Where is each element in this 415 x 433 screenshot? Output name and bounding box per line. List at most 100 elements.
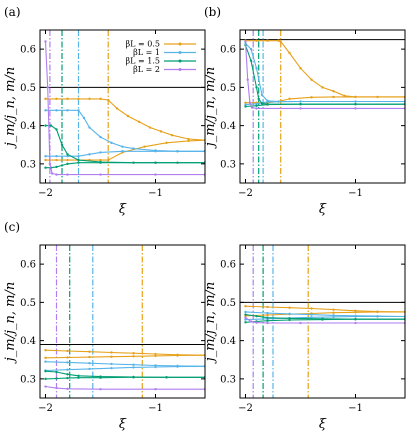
data-point <box>82 116 86 120</box>
data-point <box>246 78 249 81</box>
data-point <box>66 361 69 364</box>
series-line <box>45 125 205 164</box>
data-point <box>354 318 357 321</box>
data-point <box>44 155 47 158</box>
data-point <box>244 318 247 321</box>
panel-label: (b) <box>204 5 221 19</box>
y-tick-label: 0.6 <box>220 45 236 56</box>
y-axis-label: j_m/j_n, m/n <box>3 282 18 365</box>
data-point <box>260 102 264 105</box>
data-point <box>266 313 269 317</box>
series-line <box>245 318 405 323</box>
panel-d: 0.3 0.4 0.5 0.6 −2 −1 ξ j_m/j_n, m/n <box>203 244 406 432</box>
data-point <box>110 366 113 370</box>
series-line <box>45 139 205 161</box>
data-point <box>310 78 313 81</box>
data-point <box>332 311 335 314</box>
data-point <box>244 310 247 314</box>
data-point <box>126 114 130 118</box>
data-point <box>244 313 247 316</box>
series-line <box>45 162 205 169</box>
series-line <box>245 40 405 98</box>
series-line <box>45 361 205 367</box>
legend-label: βL = 2 <box>133 65 160 74</box>
data-point <box>46 86 49 89</box>
data-point <box>55 109 58 112</box>
data-point <box>244 40 247 43</box>
data-point <box>88 361 91 365</box>
data-point <box>66 376 69 380</box>
x-tick-label: −2 <box>238 403 253 414</box>
data-point <box>55 128 58 131</box>
data-point <box>288 97 291 101</box>
data-point <box>288 306 291 309</box>
data-point <box>88 367 91 371</box>
data-point <box>44 356 47 360</box>
data-point <box>44 166 47 169</box>
data-point <box>88 97 91 101</box>
data-point <box>299 107 302 110</box>
legend-label: βL = 1.5 <box>126 57 160 66</box>
data-point <box>107 158 110 162</box>
y-tick-label: 0.4 <box>20 121 36 132</box>
data-point <box>187 139 190 143</box>
data-point <box>376 315 379 318</box>
data-point <box>99 151 102 154</box>
data-point <box>332 95 335 99</box>
data-point <box>354 311 357 314</box>
data-point <box>255 104 258 107</box>
series-group <box>244 305 405 325</box>
series-line <box>245 305 405 313</box>
y-tick-label: 0.4 <box>20 336 36 347</box>
data-point <box>148 126 152 129</box>
data-point <box>77 97 80 101</box>
x-tick-label: −1 <box>348 188 363 199</box>
data-point <box>354 103 357 106</box>
data-point <box>310 307 313 310</box>
plot-frame <box>39 244 206 399</box>
data-point <box>257 97 260 101</box>
data-point <box>244 321 247 324</box>
x-axis-label: ξ <box>119 202 127 217</box>
y-tick-label: 0.3 <box>220 374 236 385</box>
data-point <box>154 365 157 369</box>
data-point <box>44 97 47 101</box>
data-point <box>299 100 302 103</box>
x-tick-label: −2 <box>38 403 53 414</box>
data-point <box>354 107 357 110</box>
y-tick-label: 0.5 <box>220 83 236 94</box>
data-point <box>44 385 47 388</box>
data-point <box>44 360 47 363</box>
data-point <box>88 355 91 359</box>
data-point <box>132 355 135 358</box>
data-point <box>55 155 58 158</box>
panel-c: 0.3 0.4 0.5 0.6 −2 −1 ξ j_m/j_n, m/n (c) <box>3 220 206 432</box>
x-axis-label: ξ <box>319 202 327 217</box>
data-point <box>132 376 135 379</box>
data-point <box>266 321 269 325</box>
data-point <box>277 39 280 42</box>
x-tick-label: −1 <box>148 403 163 414</box>
data-point <box>255 102 258 106</box>
data-point <box>66 173 69 176</box>
data-point <box>299 67 302 70</box>
data-point <box>176 150 179 153</box>
y-tick-label: 0.3 <box>20 374 36 385</box>
data-point <box>66 349 69 353</box>
series-line <box>244 45 405 105</box>
series-line <box>45 150 205 157</box>
data-point <box>66 97 69 101</box>
data-point <box>255 314 258 318</box>
data-point <box>99 158 102 162</box>
panel-a: 0.3 0.4 0.5 0.6 −2 −1 ξ j_m/j_n, m/n (a) <box>3 5 206 217</box>
data-point <box>266 103 269 106</box>
y-tick-label: 0.4 <box>220 336 236 347</box>
data-point <box>143 145 146 148</box>
x-axis-label: ξ <box>119 417 127 432</box>
data-point <box>260 93 264 97</box>
data-point <box>266 316 269 319</box>
data-point <box>66 356 69 359</box>
data-point <box>176 365 179 368</box>
plot-frame <box>39 29 206 184</box>
data-point <box>55 158 58 162</box>
